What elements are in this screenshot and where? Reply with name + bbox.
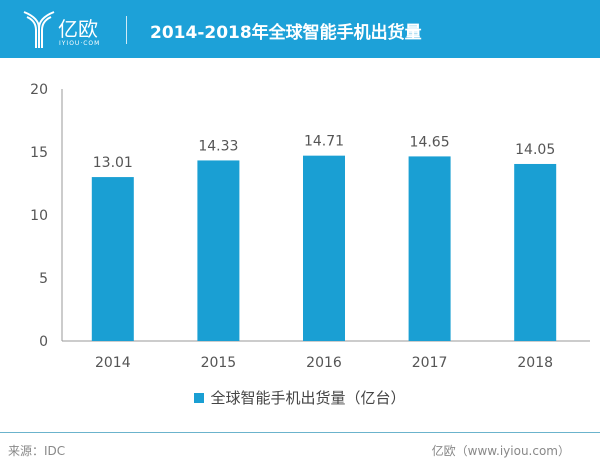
bar: [91, 177, 134, 341]
bar: [408, 156, 451, 341]
legend: 全球智能手机出货量（亿台）: [0, 387, 600, 408]
y-tick-label: 15: [30, 145, 48, 161]
x-tick-label: 2017: [412, 355, 448, 371]
y-tick-label: 0: [39, 334, 48, 350]
y-tick-label: 20: [30, 82, 48, 98]
header-banner: 亿欧 IYIOU·COM 2014-2018年全球智能手机出货量: [0, 0, 600, 58]
x-tick-label: 2014: [95, 355, 131, 371]
x-tick-label: 2015: [201, 355, 237, 371]
data-label: 14.71: [304, 134, 344, 150]
y-tick-label: 10: [30, 208, 48, 224]
iyiou-logo-icon: [23, 11, 55, 48]
y-tick-label: 5: [39, 271, 48, 287]
data-label: 13.01: [93, 155, 133, 171]
legend-label: 全球智能手机出货量（亿台）: [210, 389, 406, 407]
logo-text: 亿欧: [58, 17, 98, 41]
site-credit: 亿欧（www.iyiou.com）: [431, 444, 570, 458]
source-text: 来源：IDC: [8, 444, 66, 458]
logo-subtext: IYIOU·COM: [59, 40, 101, 47]
data-label: 14.65: [410, 134, 450, 150]
x-tick-label: 2018: [517, 355, 553, 371]
data-label: 14.33: [198, 138, 238, 154]
x-tick-label: 2016: [306, 355, 342, 371]
legend-swatch: [194, 393, 205, 403]
bar: [197, 160, 240, 341]
header-divider: [126, 16, 127, 44]
bar: [514, 163, 557, 341]
footer-divider: [0, 432, 600, 433]
bar: [303, 155, 345, 341]
data-label: 14.05: [515, 142, 555, 158]
page-title: 2014-2018年全球智能手机出货量: [150, 23, 422, 43]
bar-chart: 0 5 10 15 20 13.01 2014 14.33 2015 14.71 2016 14.65…: [30, 82, 590, 371]
